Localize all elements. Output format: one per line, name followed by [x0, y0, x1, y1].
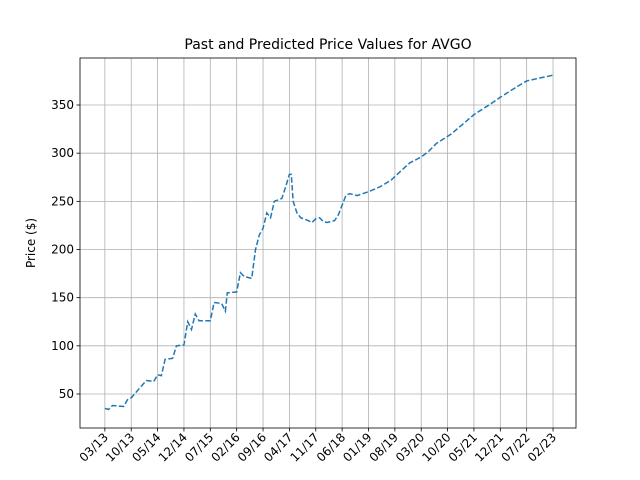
x-tick-label: 06/18 — [314, 430, 348, 464]
x-tick-label: 04/17 — [261, 430, 295, 464]
x-tick-label: 01/19 — [340, 430, 374, 464]
x-tick-label: 10/13 — [103, 430, 137, 464]
x-tick-label: 05/21 — [446, 430, 480, 464]
x-tick-label: 09/16 — [235, 430, 269, 464]
y-tick-label: 350 — [51, 98, 74, 112]
y-tick-label: 300 — [51, 146, 74, 160]
y-tick-label: 50 — [59, 387, 74, 401]
y-axis-label: Price ($) — [24, 218, 38, 268]
chart-title: Past and Predicted Price Values for AVGO — [184, 37, 471, 53]
y-tick-label: 100 — [51, 339, 74, 353]
x-tick-label: 11/17 — [288, 430, 322, 464]
x-tick-label: 03/13 — [77, 430, 111, 464]
price-line — [104, 74, 554, 411]
x-tick-label: 12/21 — [472, 430, 506, 464]
x-tick-label: 02/23 — [525, 430, 559, 464]
x-tick-label: 02/16 — [208, 430, 242, 464]
x-tick-label: 10/20 — [419, 430, 453, 464]
x-tick-label: 08/19 — [367, 430, 401, 464]
x-tick-label: 12/14 — [156, 430, 190, 464]
x-tick-label: 07/15 — [182, 430, 216, 464]
y-tick-label: 200 — [51, 243, 74, 257]
y-tick-label: 150 — [51, 291, 74, 305]
x-tick-label: 05/14 — [129, 430, 163, 464]
y-tick-label: 250 — [51, 194, 74, 208]
plot-frame — [79, 57, 577, 429]
x-tick-label: 03/20 — [393, 430, 427, 464]
x-tick-label: 07/22 — [498, 430, 532, 464]
